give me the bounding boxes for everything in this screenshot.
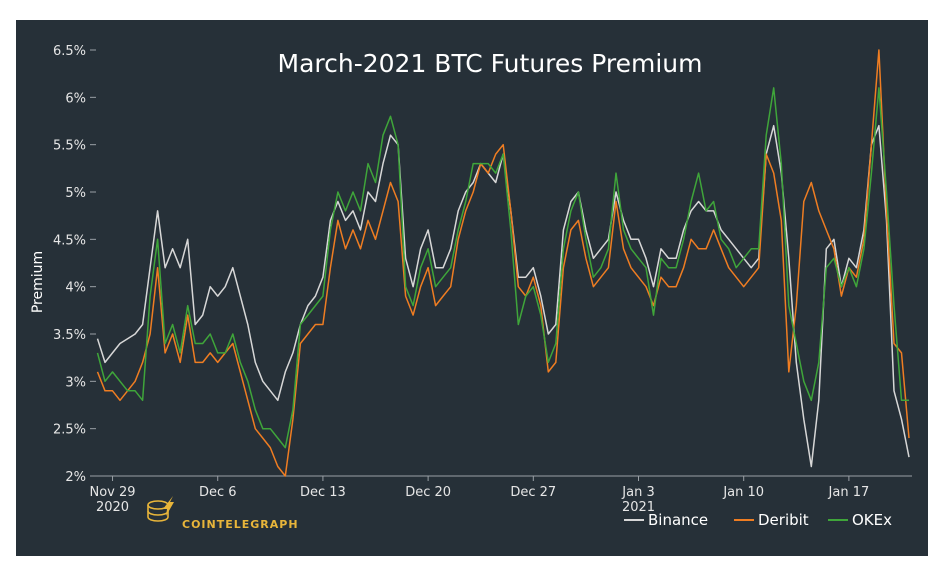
premium-line-chart: March-2021 BTC Futures Premium Premium 2… xyxy=(30,44,912,531)
y-tick-label: 4% xyxy=(65,281,86,296)
x-tick-sublabel: 2020 xyxy=(96,500,129,515)
x-tick-label: Dec 13 xyxy=(300,485,346,500)
x-tick-label: Jan 17 xyxy=(828,485,870,500)
y-tick-label: 4.5% xyxy=(53,233,86,248)
legend-label-deribit: Deribit xyxy=(758,511,809,529)
y-tick-label: 5.5% xyxy=(53,139,86,154)
y-tick-label: 6.5% xyxy=(53,44,86,59)
x-tick-label: Jan 10 xyxy=(722,485,764,500)
x-tick-label: Dec 20 xyxy=(405,485,451,500)
series-line-deribit xyxy=(96,49,910,477)
chart-legend: Binance Deribit OKEx xyxy=(624,511,892,529)
chart-title: March-2021 BTC Futures Premium xyxy=(278,49,703,78)
x-tick-label: Dec 27 xyxy=(510,485,556,500)
series-line-binance xyxy=(96,124,910,468)
chart-panel: March-2021 BTC Futures Premium Premium 2… xyxy=(16,20,928,556)
x-tick-sublabel: 2021 xyxy=(622,500,655,515)
x-tick-label: Dec 6 xyxy=(199,485,237,500)
y-tick-label: 2.5% xyxy=(53,423,86,438)
cointelegraph-logo: COINTELEGRAPH xyxy=(147,496,299,531)
y-tick-label: 3% xyxy=(65,375,86,390)
y-axis: 2% 2.5% 3% 3.5% 4% 4.5% 5% 5.5% 6% 6.5% xyxy=(53,44,96,485)
y-axis-label: Premium xyxy=(30,251,46,313)
coin-stack-icon xyxy=(147,496,174,522)
series-line-okex xyxy=(96,87,909,449)
legend-label-binance: Binance xyxy=(648,511,708,529)
plot-area xyxy=(96,49,910,477)
y-tick-label: 6% xyxy=(65,91,86,106)
x-tick-label: Jan 3 xyxy=(621,485,654,500)
y-tick-label: 3.5% xyxy=(53,328,86,343)
y-tick-label: 2% xyxy=(65,470,86,485)
legend-label-okex: OKEx xyxy=(852,511,892,529)
x-tick-label: Nov 29 xyxy=(90,485,136,500)
y-tick-label: 5% xyxy=(65,186,86,201)
cointelegraph-wordmark: COINTELEGRAPH xyxy=(182,518,299,531)
